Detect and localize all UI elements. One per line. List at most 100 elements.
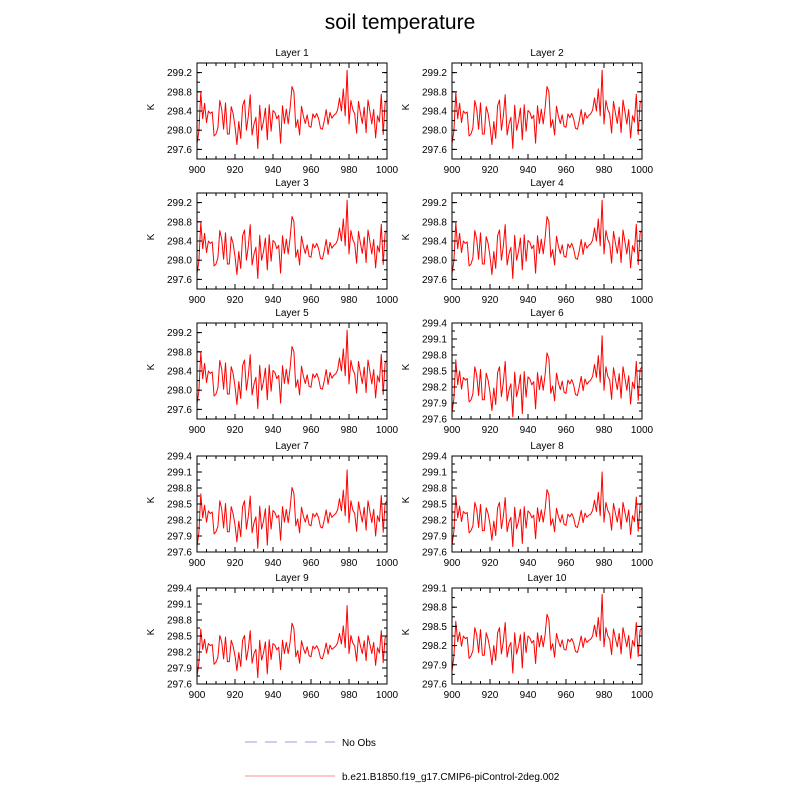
series-line-layer-1: [196, 69, 388, 149]
panel-title: Layer 7: [275, 441, 309, 452]
y-tick-label: 298.8: [422, 603, 447, 614]
panel-title: Layer 8: [530, 441, 564, 452]
x-tick-label: 920: [482, 425, 499, 436]
y-tick-label: 298.8: [167, 347, 192, 358]
panel-title: Layer 10: [528, 573, 567, 584]
legend-label-no-obs: No Obs: [342, 738, 376, 749]
y-tick-label: 299.1: [167, 468, 192, 479]
x-tick-label: 1000: [631, 690, 654, 701]
y-tick-label: 297.6: [167, 680, 192, 691]
x-tick-label: 920: [227, 558, 244, 569]
series-line-layer-10: [451, 593, 643, 674]
panel-layer-2: 900 920 940 960 980 1000 297.6 298.0 298.4 298.8 2…: [401, 48, 654, 176]
y-tick-label: 298.4: [422, 237, 447, 248]
x-tick-label: 920: [227, 690, 244, 701]
x-tick-label: 940: [265, 165, 282, 176]
x-tick-label: 900: [444, 558, 461, 569]
x-tick-label: 980: [596, 690, 613, 701]
x-tick-label: 940: [265, 558, 282, 569]
y-tick-label: 297.6: [422, 548, 447, 559]
panel-layer-8: 900 920 940 960 980 1000 297.6 297.9 298.2 298.5 2…: [401, 441, 654, 569]
axes-frame: [196, 587, 388, 685]
panel-title: Layer 6: [530, 308, 564, 319]
x-tick-label: 960: [558, 165, 575, 176]
panel-title: Layer 1: [275, 48, 309, 59]
panel-title: Layer 9: [275, 573, 309, 584]
series-line-layer-8: [451, 471, 643, 548]
y-tick-label: 298.8: [167, 217, 192, 228]
panel-title: Layer 3: [275, 178, 309, 189]
y-tick-label: 298.2: [167, 648, 192, 659]
x-tick-label: 1000: [631, 425, 654, 436]
x-tick-label: 900: [189, 165, 206, 176]
x-tick-label: 920: [227, 165, 244, 176]
x-tick-label: 900: [189, 425, 206, 436]
x-tick-label: 940: [520, 558, 537, 569]
y-tick-label: 299.2: [167, 198, 192, 209]
y-tick-label: 299.4: [422, 319, 447, 330]
series-line-layer-9: [196, 605, 388, 679]
x-tick-label: 940: [265, 295, 282, 306]
y-axis-label: K: [401, 103, 412, 110]
y-tick-label: 298.2: [422, 641, 447, 652]
y-tick-label: 298.0: [167, 386, 192, 397]
x-tick-label: 940: [265, 690, 282, 701]
x-tick-label: 1000: [376, 558, 399, 569]
panel-layer-4: 900 920 940 960 980 1000 297.6 298.0 298.4 298.8 2…: [401, 178, 654, 306]
y-tick-label: 299.2: [422, 68, 447, 79]
y-tick-label: 297.9: [422, 532, 447, 543]
y-tick-label: 297.9: [422, 660, 447, 671]
y-tick-label: 297.6: [422, 275, 447, 286]
y-tick-label: 297.6: [422, 145, 447, 156]
y-tick-label: 298.0: [167, 256, 192, 267]
panel-layer-3: 900 920 940 960 980 1000 297.6 298.0 298.4 298.8 2…: [146, 178, 399, 306]
series-line-layer-5: [196, 329, 388, 409]
y-tick-label: 298.4: [167, 107, 192, 118]
x-tick-label: 1000: [631, 165, 654, 176]
legend-label-model: b.e21.B1850.f19_g17.CMIP6-piControl-2deg…: [342, 772, 560, 783]
y-tick-label: 298.4: [167, 237, 192, 248]
y-tick-label: 299.1: [422, 335, 447, 346]
x-tick-label: 960: [303, 295, 320, 306]
panel-layer-6: 900 920 940 960 980 1000 297.6 297.9 298.2 298.5 2…: [401, 308, 654, 436]
y-tick-label: 297.6: [167, 405, 192, 416]
x-tick-label: 920: [482, 690, 499, 701]
y-tick-label: 297.6: [422, 415, 447, 426]
y-axis-label: K: [146, 628, 157, 635]
y-axis-label: K: [146, 103, 157, 110]
legend: No Obs b.e21.B1850.f19_g17.CMIP6-piContr…: [245, 738, 560, 783]
x-tick-label: 1000: [376, 165, 399, 176]
y-axis-label: K: [401, 363, 412, 370]
x-tick-label: 900: [189, 558, 206, 569]
y-tick-label: 299.1: [422, 584, 447, 595]
x-tick-label: 980: [596, 165, 613, 176]
y-tick-label: 297.6: [167, 548, 192, 559]
panels-container: 900 920 940 960 980 1000 297.6 298.0 298.4 298.8 2…: [146, 48, 654, 701]
x-tick-label: 900: [189, 295, 206, 306]
series-line-layer-3: [196, 199, 388, 279]
y-axis-label: K: [401, 496, 412, 503]
x-tick-label: 980: [341, 558, 358, 569]
x-tick-label: 1000: [631, 558, 654, 569]
y-tick-label: 298.4: [422, 107, 447, 118]
x-tick-label: 940: [520, 295, 537, 306]
x-tick-label: 900: [189, 690, 206, 701]
panel-layer-7: 900 920 940 960 980 1000 297.6 297.9 298.2 298.5 2…: [146, 441, 399, 569]
y-tick-label: 297.6: [167, 275, 192, 286]
y-tick-label: 299.2: [422, 198, 447, 209]
x-tick-label: 920: [482, 165, 499, 176]
y-tick-label: 298.5: [167, 632, 192, 643]
y-tick-label: 298.8: [167, 616, 192, 627]
x-tick-label: 900: [444, 690, 461, 701]
x-tick-label: 980: [341, 425, 358, 436]
y-tick-label: 299.4: [167, 452, 192, 463]
series-line-layer-7: [196, 469, 388, 549]
y-tick-label: 298.8: [422, 351, 447, 362]
x-tick-label: 960: [303, 558, 320, 569]
y-axis-label: K: [401, 233, 412, 240]
panel-layer-9: 900 920 940 960 980 1000 297.6 297.9 298.2 298.5 2…: [146, 573, 399, 701]
y-tick-label: 298.5: [422, 622, 447, 633]
legend-entry-no-obs: No Obs: [245, 738, 376, 749]
y-tick-label: 298.8: [167, 484, 192, 495]
